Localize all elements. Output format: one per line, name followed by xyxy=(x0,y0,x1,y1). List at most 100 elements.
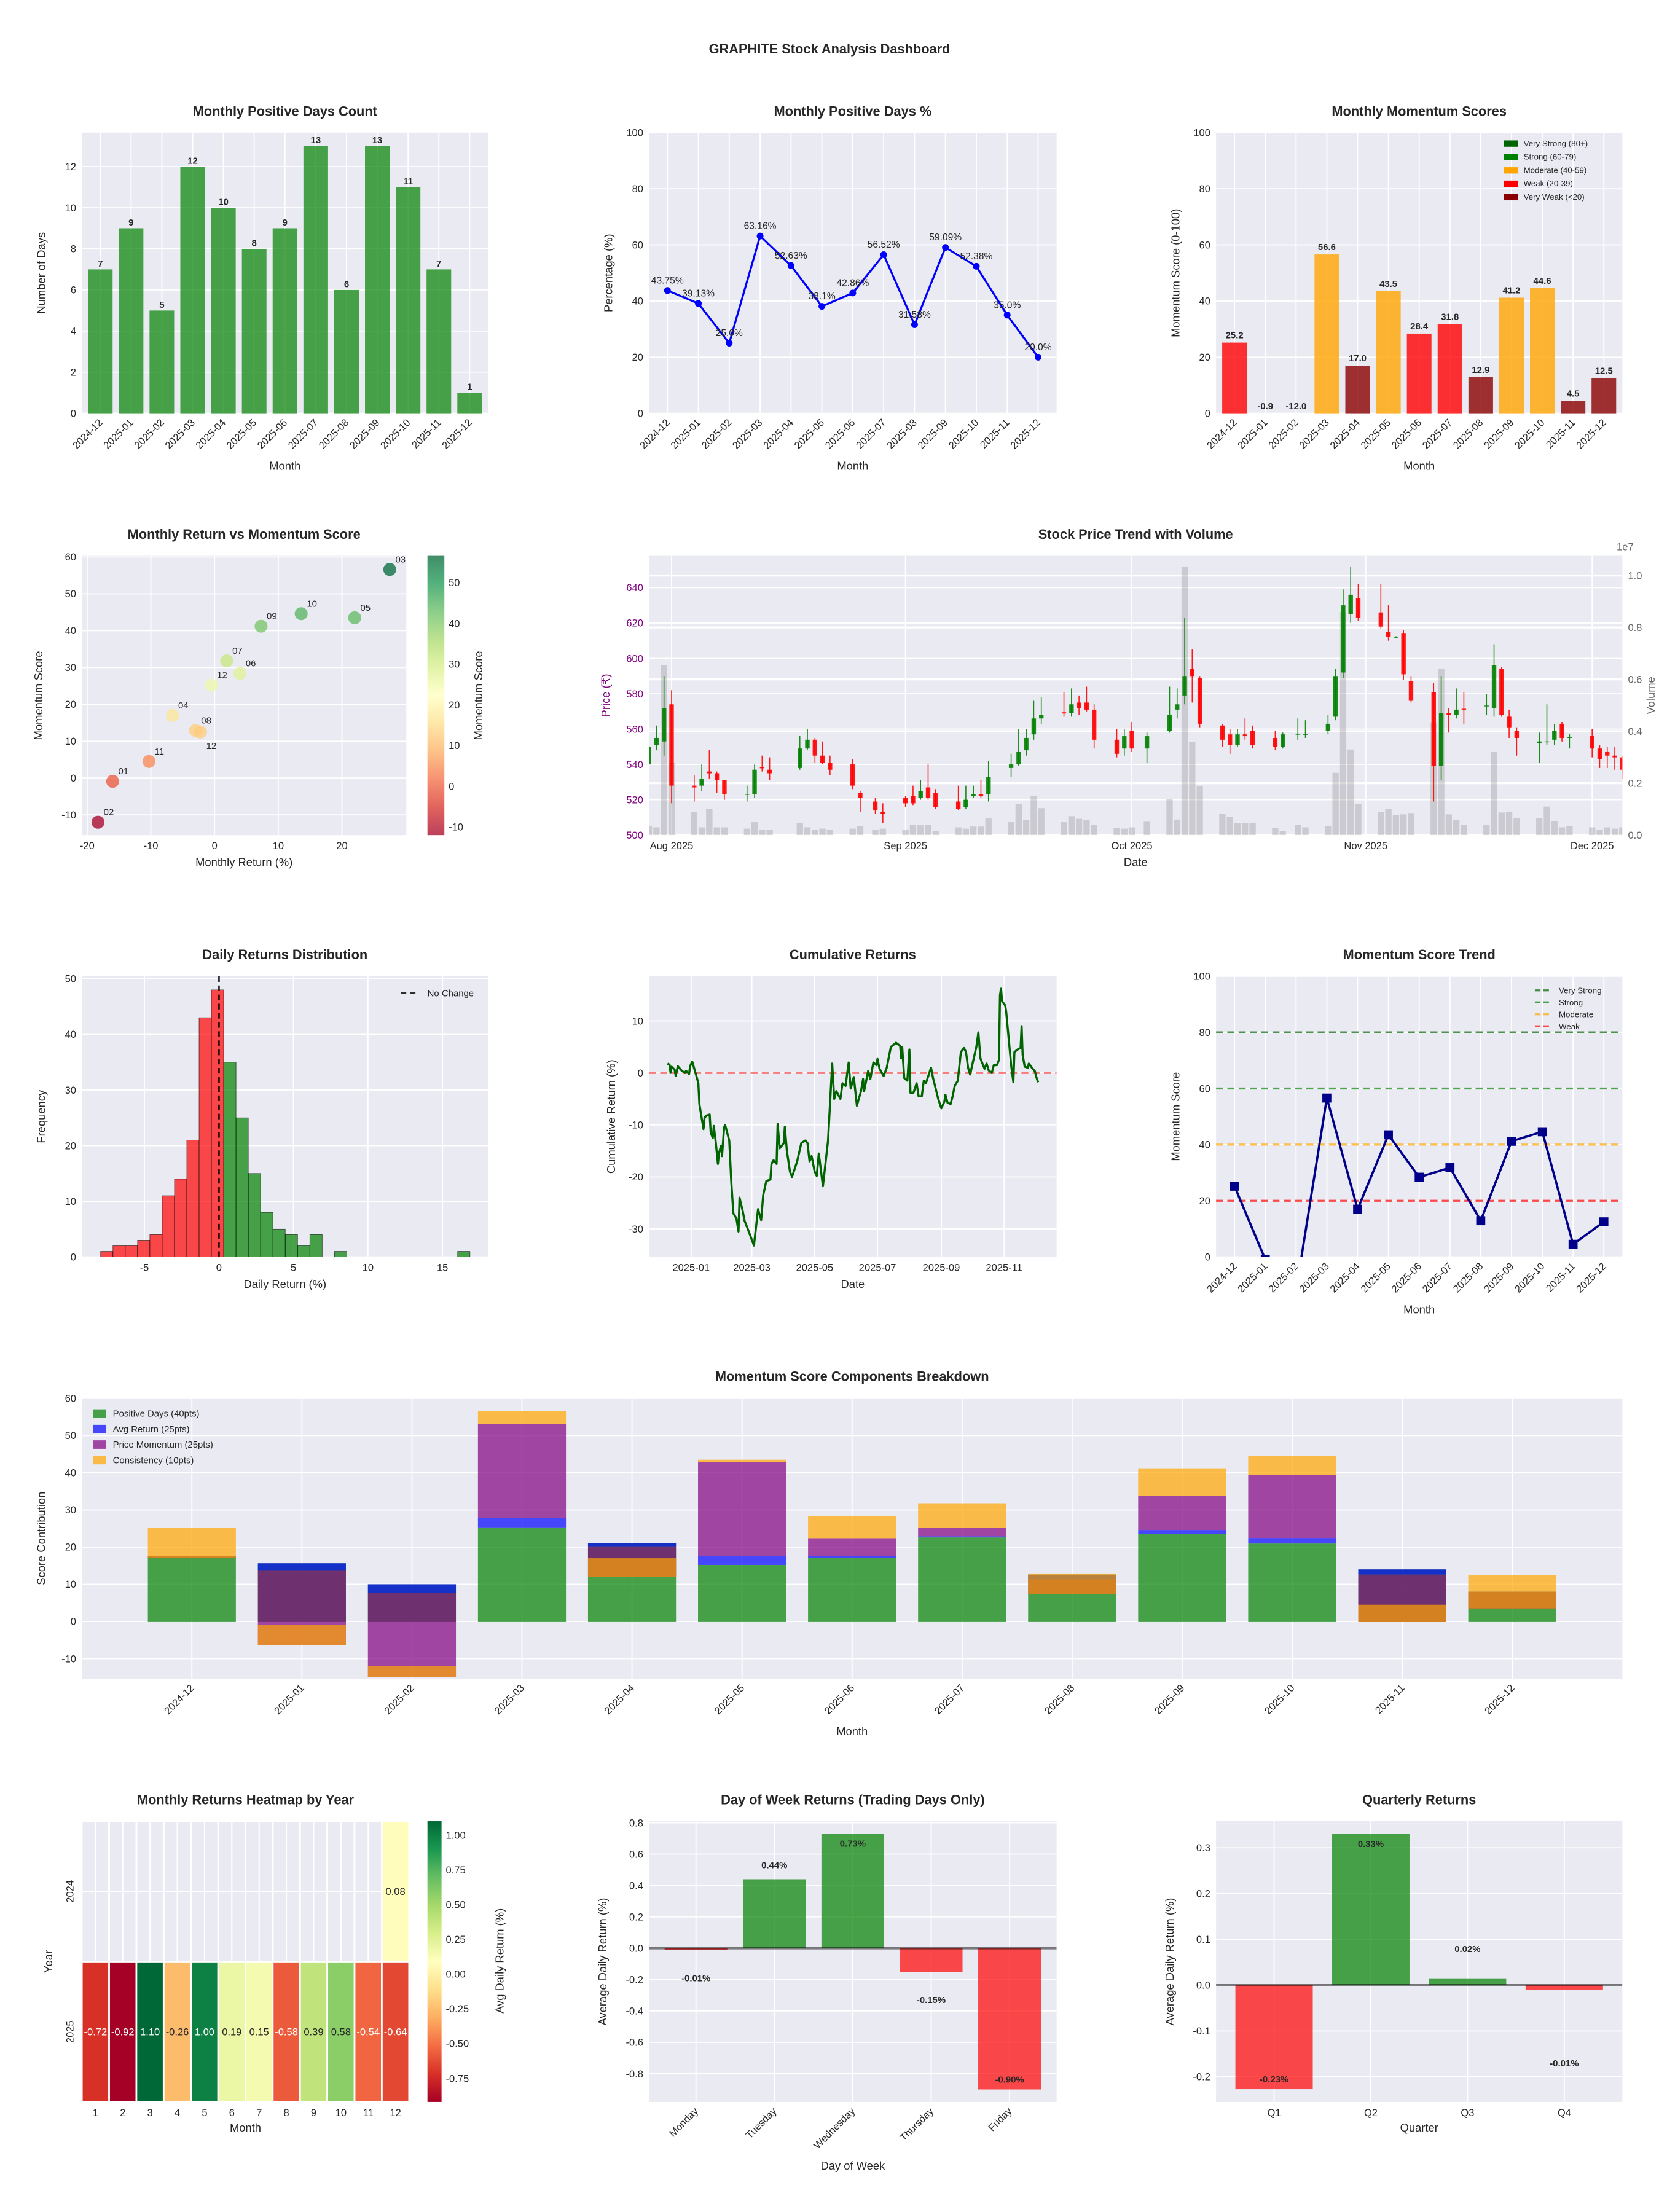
square-marker xyxy=(1599,1217,1609,1226)
y-tick-label: 0.4 xyxy=(629,1880,643,1891)
y-tick-label: 0.6 xyxy=(629,1848,643,1860)
y-tick-label: 0.2 xyxy=(1196,1888,1210,1900)
y-tick-label: 60 xyxy=(1199,1083,1210,1094)
y-tick-label: 10 xyxy=(632,1015,643,1027)
data-point-label: 39.13% xyxy=(682,288,715,299)
stacked-bar-segment xyxy=(808,1556,896,1558)
legend-label: Weak (20-39) xyxy=(1524,179,1573,188)
bar xyxy=(1437,324,1462,414)
histogram-bar xyxy=(174,1179,187,1257)
marks xyxy=(1216,1834,1623,2090)
chart-title: Cumulative Returns xyxy=(790,947,916,962)
legend: Positive Days (40pts) Avg Return (25pts) P… xyxy=(93,1409,213,1465)
chart-positive-days-count: 0246810122024-122025-012025-022025-03202… xyxy=(65,132,488,451)
stacked-bar-segment xyxy=(477,1411,567,1424)
stacked-bar-segment xyxy=(698,1462,786,1556)
y-tick-label: 60 xyxy=(65,551,76,563)
cell-value-label: 1.10 xyxy=(140,2026,160,2037)
legend-label: Very Weak (<20) xyxy=(1524,192,1585,202)
candle-body xyxy=(1077,702,1081,708)
x-tick-label: 5 xyxy=(291,1262,296,1274)
candle-body xyxy=(759,767,765,769)
candle-body xyxy=(767,769,772,774)
histogram-bar xyxy=(223,1062,237,1257)
marks xyxy=(649,987,1057,1247)
volume-bar xyxy=(917,825,924,836)
bar xyxy=(743,1879,806,1948)
volume-bar xyxy=(970,826,977,836)
point-label: 08 xyxy=(201,715,211,726)
legend-swatch xyxy=(93,1409,106,1418)
candle-body xyxy=(1250,731,1255,745)
marks xyxy=(1222,254,1617,414)
volume-bar xyxy=(1408,813,1414,836)
y-tick-label: 0 xyxy=(71,407,76,419)
x-tick-label: 20 xyxy=(336,840,347,852)
marks xyxy=(91,563,396,829)
colorbar-tick-label: 10 xyxy=(449,740,460,751)
legend-swatch xyxy=(1504,180,1518,187)
candle-body xyxy=(955,801,961,809)
y-tick-label: 50 xyxy=(65,1430,76,1441)
x-tick-label: 0 xyxy=(216,1262,222,1274)
colorbar-tick-label: 40 xyxy=(449,618,460,629)
candle-body xyxy=(661,708,667,742)
scatter-point xyxy=(383,563,396,576)
data-point-label: 63.16% xyxy=(744,221,777,232)
candle-body xyxy=(669,704,674,786)
heatmap-cell xyxy=(162,1961,192,2103)
volume-bar xyxy=(1558,827,1566,836)
volume-bar xyxy=(1121,828,1128,836)
bar-value-label: 0.33% xyxy=(1358,1839,1384,1849)
candle-body xyxy=(1325,723,1331,731)
y-tick-label: -0.4 xyxy=(626,2006,643,2017)
y-tick-label: 0 xyxy=(638,407,643,419)
colorbar-label: Avg Daily Return (%) xyxy=(493,1908,506,2014)
chart-cumulative-returns: -30 -20 -10 0 10 2025-01 2025-03 2025-05 2025-07… xyxy=(629,976,1057,1274)
histogram-bar xyxy=(149,1234,163,1257)
stacked-bar-segment xyxy=(918,1536,1006,1538)
data-point-label: 38.1% xyxy=(808,291,835,302)
y-tick-label: 520 xyxy=(626,794,643,806)
candle-body xyxy=(1008,764,1014,768)
candle-body xyxy=(971,794,976,796)
x-axis-label: Date xyxy=(841,1277,865,1290)
stacked-bar-segment xyxy=(808,1558,896,1622)
candle-body xyxy=(1303,734,1308,735)
bar xyxy=(334,289,359,414)
stacked-bar-segment xyxy=(147,1556,236,1622)
legend-label: Very Strong (80+) xyxy=(1524,139,1588,148)
data-point-label: 56.52% xyxy=(868,240,900,250)
volume-bar xyxy=(857,826,864,836)
x-tick-label: 10 xyxy=(273,840,284,852)
volume-bar xyxy=(1339,611,1347,836)
stacked-bar-segment xyxy=(367,1593,457,1677)
candle-body xyxy=(1378,612,1384,627)
data-point-label: 20.0% xyxy=(1024,342,1051,353)
x-tick-label: 2025-11 xyxy=(986,1262,1022,1274)
chart-title: Monthly Positive Days % xyxy=(774,103,931,119)
chart-title: Monthly Returns Heatmap by Year xyxy=(137,1792,355,1807)
candle-body xyxy=(1499,669,1504,715)
legend-label: Avg Return (25pts) xyxy=(113,1424,190,1435)
x-axis-label: Month xyxy=(269,460,300,473)
bar xyxy=(1429,1978,1507,1985)
colorbar-tick-label: 0.00 xyxy=(446,1969,466,1980)
stacked-bar-segment xyxy=(1358,1569,1446,1575)
volume-bar xyxy=(1619,827,1623,836)
colorbar-tick-label: 50 xyxy=(449,577,460,589)
candle-body xyxy=(1228,734,1233,745)
heatmap-cell xyxy=(217,1961,246,2103)
y-tick-label: 620 xyxy=(626,618,643,629)
candle-body xyxy=(1039,715,1044,719)
candle-body xyxy=(880,812,885,814)
data-point-label: 25.0% xyxy=(716,328,743,339)
y-axis-label: Percentage (%) xyxy=(602,233,614,312)
chart-title: Quarterly Returns xyxy=(1362,1792,1476,1807)
chart-return-vs-momentum: -10 0 10 20 30 40 50 60 -20 -10 0 10 20 12 01 02 03 04 05 0… xyxy=(61,551,407,852)
bar-value-label: 31.8 xyxy=(1441,312,1459,323)
candle-body xyxy=(1182,676,1187,696)
bar-value-label: 9 xyxy=(128,218,133,228)
